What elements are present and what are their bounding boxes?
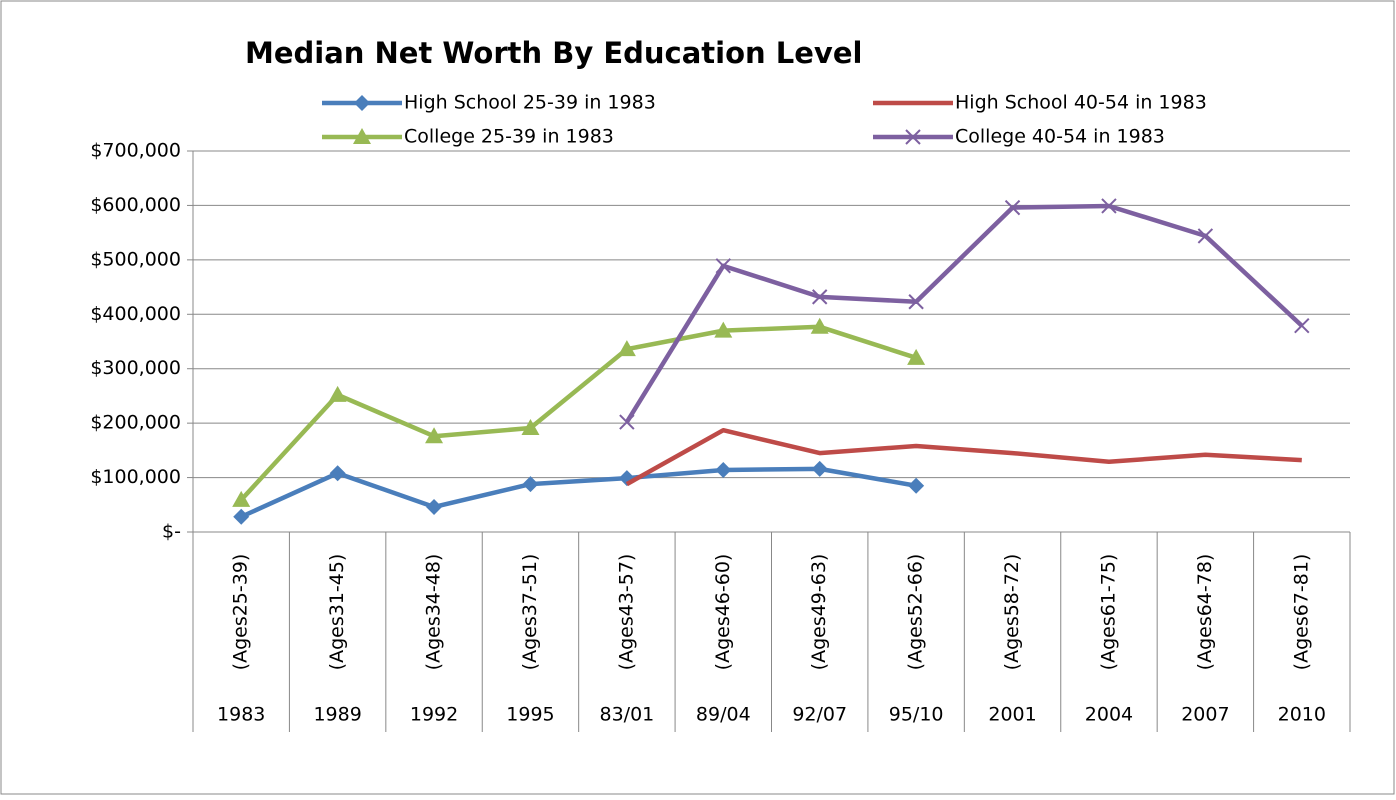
marker — [426, 498, 443, 515]
marker — [328, 385, 347, 402]
x-tick-label: 2010 — [1278, 704, 1326, 726]
chart-title: Median Net Worth By Education Level — [245, 36, 862, 70]
marker — [908, 477, 925, 494]
marker — [1101, 198, 1117, 214]
marker — [1004, 199, 1021, 216]
y-tick-label: $400,000 — [90, 303, 181, 325]
x-sub-label: (Ages61-75) — [1097, 554, 1119, 671]
legend-label: College 40-54 in 1983 — [955, 126, 1165, 148]
legend-label: High School 40-54 in 1983 — [955, 92, 1207, 114]
series-line — [624, 203, 1304, 424]
marker — [617, 340, 636, 357]
x-sub-label: (Ages64-78) — [1194, 554, 1216, 671]
y-tick-label: $200,000 — [90, 412, 181, 434]
x-tick-label: 2004 — [1085, 704, 1133, 726]
x-tick-label: 95/10 — [889, 704, 944, 726]
marker — [1197, 228, 1214, 244]
series-line — [240, 466, 917, 519]
x-tick-label: 92/07 — [792, 704, 847, 726]
marker — [1294, 318, 1310, 334]
marker — [232, 490, 251, 507]
x-sub-label: (Ages37-51) — [519, 554, 541, 671]
legend-label: High School 25-39 in 1983 — [404, 92, 656, 114]
marker — [907, 348, 926, 365]
y-tick-label: $- — [162, 521, 181, 543]
marker — [329, 465, 346, 482]
x-sub-label: (Ages49-63) — [808, 554, 830, 671]
x-sub-label: (Ages46-60) — [712, 554, 734, 671]
x-sub-label: (Ages25-39) — [230, 554, 252, 671]
marker — [810, 317, 829, 334]
marker — [233, 508, 250, 525]
series-line — [625, 427, 1302, 487]
x-sub-label: (Ages43-57) — [615, 554, 637, 671]
x-tick-label: 83/01 — [599, 704, 654, 726]
legend-marker — [905, 129, 921, 145]
x-tick-label: 1983 — [217, 704, 265, 726]
x-sub-label: (Ages58-72) — [1001, 554, 1023, 671]
marker — [619, 414, 635, 430]
x-sub-label: (Ages34-48) — [423, 554, 445, 671]
x-sub-label: (Ages31-45) — [326, 554, 348, 671]
marker — [714, 321, 733, 338]
series-line — [239, 324, 917, 502]
marker — [425, 427, 444, 444]
marker — [715, 258, 731, 274]
marker — [908, 294, 924, 310]
marker — [715, 461, 732, 478]
x-tick-label: 89/04 — [696, 704, 751, 726]
x-sub-label: (Ages67-81) — [1290, 554, 1312, 671]
marker — [521, 419, 540, 436]
x-tick-label: 1995 — [506, 704, 554, 726]
y-tick-label: $300,000 — [90, 357, 181, 379]
x-tick-label: 2001 — [988, 704, 1036, 726]
y-tick-label: $500,000 — [90, 248, 181, 270]
legend-label: College 25-39 in 1983 — [404, 126, 614, 148]
marker — [811, 460, 828, 477]
x-sub-label: (Ages52-66) — [905, 554, 927, 671]
marker — [522, 476, 539, 493]
x-tick-label: 1989 — [313, 704, 361, 726]
x-tick-label: 1992 — [410, 704, 458, 726]
legend-marker — [353, 128, 371, 144]
y-tick-label: $600,000 — [90, 194, 181, 216]
legend-marker — [354, 95, 370, 111]
x-tick-label: 2007 — [1181, 704, 1229, 726]
y-tick-label: $100,000 — [90, 466, 181, 488]
marker — [812, 289, 828, 305]
y-tick-label: $700,000 — [90, 140, 181, 162]
